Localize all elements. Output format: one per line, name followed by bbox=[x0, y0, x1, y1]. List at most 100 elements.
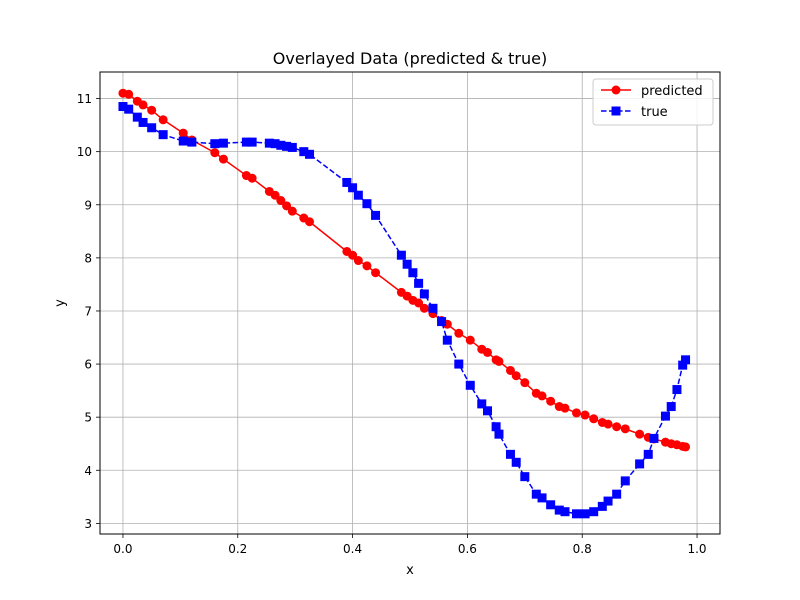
data-point-true bbox=[210, 139, 220, 149]
y-tick-label: 3 bbox=[84, 517, 92, 531]
grid bbox=[100, 72, 720, 534]
data-point-true bbox=[147, 123, 157, 133]
data-point-predicted bbox=[580, 410, 590, 420]
data-point-predicted bbox=[589, 414, 599, 424]
data-point-true bbox=[218, 138, 228, 148]
y-tick-label: 7 bbox=[84, 304, 92, 318]
data-point-true bbox=[660, 411, 670, 421]
data-point-true bbox=[132, 112, 142, 122]
data-point-true bbox=[187, 137, 197, 147]
data-point-true bbox=[287, 142, 297, 152]
y-tick-label: 6 bbox=[84, 358, 92, 372]
data-point-true bbox=[681, 355, 691, 365]
data-point-predicted bbox=[210, 148, 220, 158]
data-point-predicted bbox=[520, 378, 530, 388]
y-tick-label: 11 bbox=[77, 92, 92, 106]
data-point-true bbox=[305, 149, 315, 159]
data-point-true bbox=[649, 433, 659, 443]
data-point-predicted bbox=[511, 371, 521, 381]
data-point-true bbox=[342, 177, 352, 187]
data-point-true bbox=[505, 449, 515, 459]
y-tick-label: 5 bbox=[84, 411, 92, 425]
data-point-predicted bbox=[287, 206, 297, 216]
data-point-predicted bbox=[282, 201, 292, 211]
data-point-true bbox=[402, 259, 412, 269]
data-point-predicted bbox=[305, 217, 315, 227]
data-point-true bbox=[571, 509, 581, 519]
data-point-predicted bbox=[218, 154, 228, 164]
legend-marker-predicted bbox=[611, 85, 621, 95]
data-point-true bbox=[276, 140, 286, 150]
data-point-predicted bbox=[348, 250, 358, 260]
legend-marker-true bbox=[611, 106, 621, 116]
x-tick-label: 1.0 bbox=[687, 542, 706, 556]
axes-frame bbox=[99, 71, 721, 535]
data-point-true bbox=[612, 489, 622, 499]
data-point-predicted bbox=[158, 115, 168, 125]
data-point-predicted bbox=[419, 303, 429, 313]
data-point-true bbox=[635, 459, 645, 469]
x-tick-label: 0.4 bbox=[343, 542, 362, 556]
data-point-true bbox=[178, 136, 188, 146]
x-axis-label: x bbox=[406, 563, 414, 578]
data-point-true bbox=[299, 147, 309, 157]
data-point-true bbox=[580, 509, 590, 519]
data-point-true bbox=[546, 500, 556, 510]
data-point-true bbox=[560, 507, 570, 517]
data-point-predicted bbox=[371, 268, 381, 278]
data-point-predicted bbox=[178, 128, 188, 138]
data-point-true bbox=[437, 317, 447, 327]
y-axis-label: y bbox=[53, 299, 68, 307]
data-point-true bbox=[672, 385, 682, 395]
data-point-true bbox=[491, 422, 501, 432]
data-point-true bbox=[537, 493, 547, 503]
axis-ticks: 0.0 0.2 0.4 0.6 0.8 1.0 3 4 5 6 7 8 9 10 11 bbox=[77, 92, 707, 556]
data-point-true bbox=[454, 359, 464, 369]
plot-series bbox=[118, 88, 691, 519]
data-point-true bbox=[419, 289, 429, 299]
data-point-predicted bbox=[483, 347, 492, 357]
data-point-true bbox=[494, 429, 504, 439]
data-point-predicted bbox=[147, 105, 157, 115]
data-point-predicted bbox=[414, 298, 424, 308]
data-point-predicted bbox=[635, 429, 645, 439]
data-point-predicted bbox=[494, 356, 504, 366]
data-point-predicted bbox=[138, 100, 148, 110]
x-tick-label: 0.0 bbox=[113, 542, 132, 556]
data-point-true bbox=[597, 501, 607, 511]
x-tick-label: 0.6 bbox=[458, 542, 477, 556]
data-point-predicted bbox=[454, 328, 464, 338]
data-point-true bbox=[138, 117, 148, 127]
data-point-true bbox=[118, 102, 128, 112]
data-point-true bbox=[520, 472, 530, 482]
y-tick-label: 10 bbox=[77, 145, 92, 159]
data-point-true bbox=[465, 380, 475, 390]
data-point-true bbox=[353, 190, 363, 200]
data-point-true bbox=[511, 457, 521, 467]
data-point-predicted bbox=[505, 365, 515, 375]
data-point-predicted bbox=[537, 391, 547, 401]
data-point-predicted bbox=[612, 422, 622, 432]
data-point-true bbox=[666, 402, 676, 412]
legend: predicted true bbox=[592, 78, 714, 126]
data-point-true bbox=[531, 489, 541, 499]
data-point-predicted bbox=[603, 419, 613, 429]
legend-label-true: true bbox=[641, 105, 668, 120]
data-point-predicted bbox=[124, 89, 134, 99]
data-point-true bbox=[348, 183, 358, 193]
data-point-predicted bbox=[620, 424, 630, 434]
data-point-true bbox=[282, 141, 292, 151]
legend-label-predicted: predicted bbox=[641, 84, 703, 99]
data-point-predicted bbox=[270, 190, 280, 200]
data-point-true bbox=[589, 507, 599, 517]
data-point-true bbox=[643, 449, 653, 459]
data-point-true bbox=[270, 139, 280, 149]
data-point-predicted bbox=[560, 403, 570, 413]
y-tick-label: 4 bbox=[84, 464, 92, 478]
data-point-true bbox=[241, 137, 251, 147]
data-point-true bbox=[247, 137, 257, 147]
y-tick-label: 8 bbox=[84, 251, 92, 265]
data-point-true bbox=[158, 130, 168, 140]
data-point-predicted bbox=[465, 335, 475, 345]
data-point-true bbox=[371, 210, 381, 220]
